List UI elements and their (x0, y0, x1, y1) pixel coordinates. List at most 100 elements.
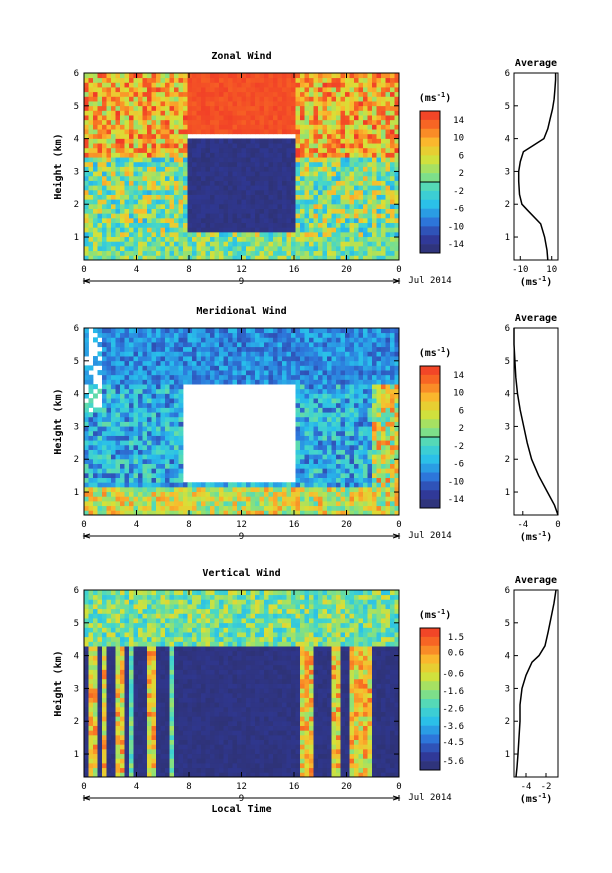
heatmap-cell (390, 77, 395, 83)
heatmap-cell (133, 87, 139, 93)
heatmap-cell (156, 241, 161, 247)
heatmap-cell (120, 231, 125, 238)
heatmap-cell (210, 166, 215, 172)
heatmap-cell (327, 129, 332, 135)
heatmap-cell (363, 157, 368, 163)
heatmap-cell (250, 374, 256, 380)
heatmap-cell (93, 472, 98, 479)
heatmap-cell (178, 101, 184, 107)
heatmap-cell (201, 208, 206, 214)
heatmap-cell (358, 115, 364, 121)
heatmap-cell (394, 91, 400, 97)
heatmap-cell (174, 175, 179, 181)
heatmap-cell (129, 365, 134, 371)
heatmap-cell (111, 374, 116, 380)
heatmap-cell (151, 119, 157, 125)
heatmap-cell (394, 82, 400, 88)
heatmap-cell (327, 477, 332, 483)
heatmap-cell (336, 393, 341, 399)
heatmap-cell (304, 250, 310, 256)
heatmap-cell (304, 416, 310, 422)
heatmap-cell (120, 458, 125, 464)
heatmap-cell (201, 91, 206, 97)
heatmap-cell (363, 510, 368, 516)
heatmap-cell (372, 351, 377, 357)
heatmap-cell (102, 393, 107, 399)
heatmap-cell (214, 500, 220, 507)
heatmap-cell (313, 505, 319, 511)
heatmap-cell (88, 444, 94, 450)
heatmap-cell (111, 370, 116, 376)
heatmap-cell (165, 129, 170, 135)
heatmap-cell (169, 175, 175, 181)
heatmap-cell (345, 119, 350, 125)
heatmap-cell (277, 231, 283, 238)
heatmap-cell (120, 194, 125, 200)
heatmap-cell (385, 166, 391, 172)
heatmap-cell (345, 143, 350, 149)
heatmap-cell (268, 157, 274, 163)
heatmap-cell (237, 227, 242, 233)
heatmap-cell (223, 245, 229, 252)
heatmap-cell (205, 208, 211, 214)
heatmap-cell (327, 332, 332, 338)
heatmap-cell (354, 217, 359, 224)
heatmap-cell (129, 477, 134, 483)
heatmap-cell (174, 393, 179, 399)
heatmap-cell (309, 152, 314, 158)
heatmap-cell (246, 171, 251, 177)
heatmap-cell (273, 119, 278, 125)
heatmap-cell (138, 328, 143, 334)
heatmap-cell (340, 110, 346, 116)
heatmap-cell (138, 370, 143, 376)
heatmap-cell (372, 454, 377, 460)
heatmap-cell (124, 421, 130, 427)
heatmap-cell (259, 189, 265, 195)
heatmap-cell (106, 505, 112, 511)
heatmap-cell (291, 500, 296, 507)
heatmap-cell (318, 124, 323, 130)
heatmap-cell (255, 203, 260, 209)
heatmap-cell (300, 213, 305, 219)
heatmap-cell (241, 87, 247, 93)
heatmap-cell (223, 374, 229, 380)
heatmap-cell (259, 143, 265, 149)
heatmap-cell (151, 440, 157, 446)
heatmap-cell (259, 73, 265, 79)
heatmap-cell (300, 342, 305, 348)
heatmap-cell (255, 374, 260, 380)
heatmap-cell (133, 213, 139, 219)
heatmap-cell (264, 379, 269, 385)
heatmap-cell (84, 342, 89, 348)
heatmap-cell (331, 365, 337, 371)
heatmap-cell (97, 217, 103, 224)
heatmap-cell (97, 115, 103, 121)
heatmap-cell (214, 166, 220, 172)
heatmap-cell (340, 384, 346, 390)
heatmap-cell (363, 217, 368, 224)
heatmap-cell (246, 143, 251, 149)
heatmap-cell (268, 491, 274, 497)
heatmap-cell (291, 351, 296, 357)
heatmap-cell (331, 449, 337, 455)
heatmap-cell (187, 175, 193, 181)
heatmap-cell (331, 402, 337, 408)
heatmap-cell (367, 458, 373, 464)
heatmap-cell (210, 73, 215, 79)
heatmap-cell (363, 402, 368, 408)
heatmap-cell (340, 157, 346, 163)
heatmap-cell (142, 398, 148, 404)
colorbar-swatch (420, 111, 440, 121)
heatmap-cell (295, 388, 301, 394)
heatmap-cell (282, 227, 287, 233)
heatmap-cell (187, 166, 193, 172)
panel-title: Zonal Wind (211, 50, 271, 62)
heatmap-cell (277, 222, 283, 228)
heatmap-cell (147, 236, 152, 242)
heatmap-cell (327, 351, 332, 357)
heatmap-cell (304, 105, 310, 111)
heatmap-cell (102, 384, 107, 390)
heatmap-cell (102, 510, 107, 516)
heatmap-cell (174, 101, 179, 107)
